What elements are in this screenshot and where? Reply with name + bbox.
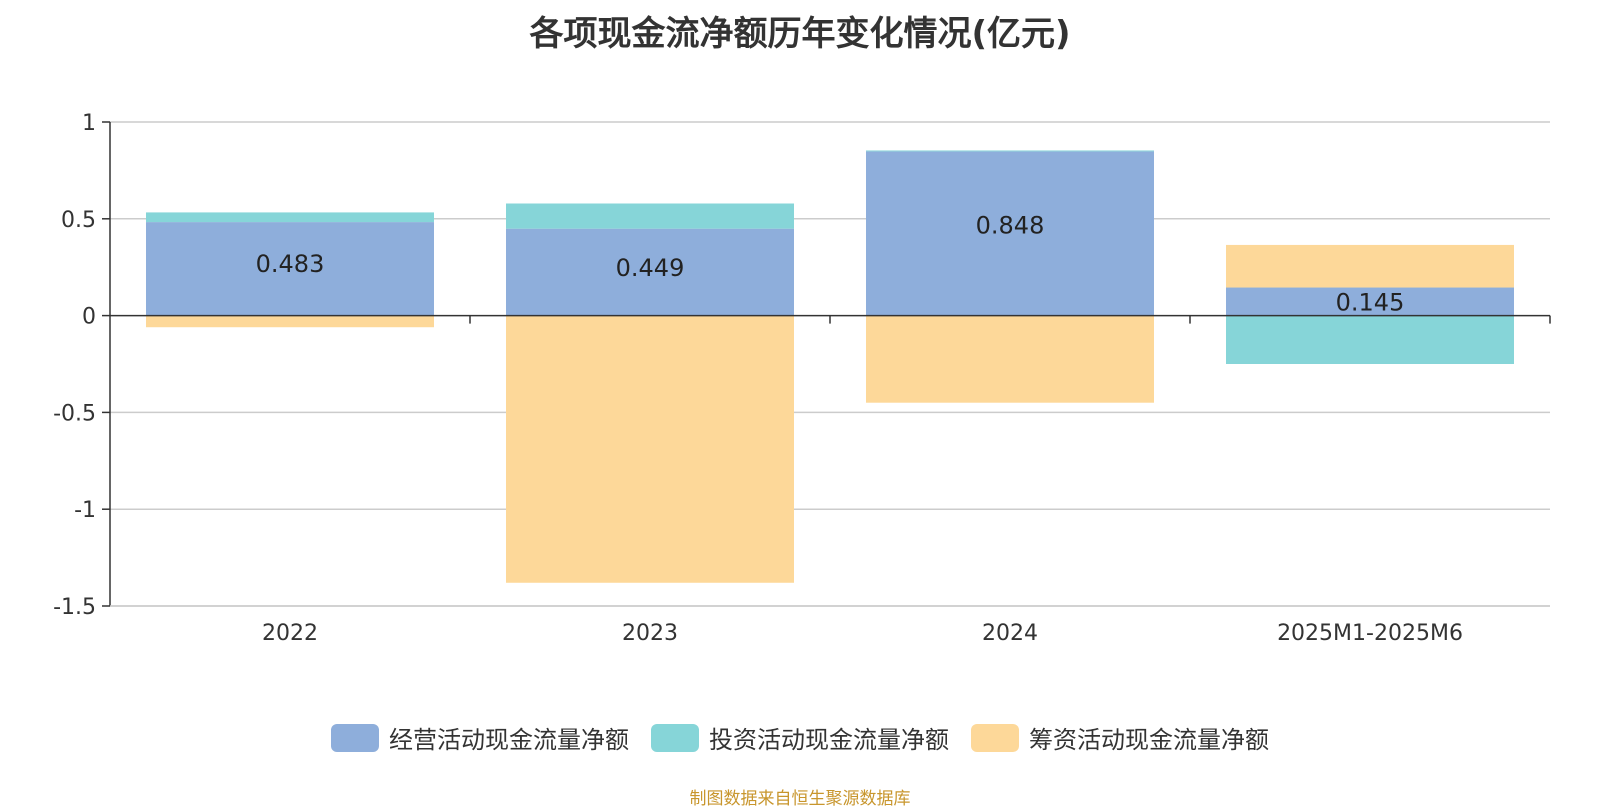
x-tick-label: 2024 — [982, 621, 1038, 646]
bar-operating — [506, 228, 794, 316]
source-note: 制图数据来自恒生聚源数据库 — [689, 789, 911, 809]
bar-investing — [866, 150, 1154, 152]
y-tick-label: -1.5 — [53, 595, 96, 620]
x-tick-label: 2023 — [622, 621, 678, 646]
chart-title: 各项现金流净额历年变化情况(亿元) — [529, 14, 1071, 54]
bar-financing — [506, 315, 794, 583]
data-label: 0.449 — [616, 254, 685, 282]
y-tick-label: -0.5 — [53, 401, 96, 426]
legend-swatch-operating — [331, 723, 379, 752]
bar-financing — [146, 315, 434, 328]
legend-label-financing: 筹资活动现金流量净额 — [1029, 726, 1269, 754]
bar-investing — [506, 203, 794, 229]
y-tick-label: 0 — [82, 305, 96, 330]
x-tick-label: 2022 — [262, 621, 318, 646]
y-tick-label: -1 — [74, 498, 96, 523]
bar-investing — [146, 212, 434, 223]
bar-operating — [146, 222, 434, 316]
legend-item-investing[interactable]: 投资活动现金流量净额 — [651, 720, 949, 755]
legend-label-operating: 经营活动现金流量净额 — [389, 726, 629, 754]
legend-item-operating[interactable]: 经营活动现金流量净额 — [331, 720, 629, 755]
bar-operating — [866, 151, 1154, 316]
y-tick-label: 1 — [82, 111, 96, 136]
bar-financing — [1226, 244, 1514, 288]
y-tick-label: 0.5 — [61, 208, 96, 233]
data-label: 0.483 — [256, 250, 325, 278]
legend-item-financing[interactable]: 筹资活动现金流量净额 — [971, 720, 1269, 755]
data-label: 0.145 — [1336, 289, 1405, 317]
legend-label-investing: 投资活动现金流量净额 — [709, 726, 949, 754]
bar-financing — [866, 315, 1154, 403]
legend-swatch-financing — [971, 723, 1019, 752]
x-tick-label: 2025M1-2025M6 — [1277, 621, 1463, 646]
bar-investing — [1226, 315, 1514, 364]
data-label: 0.848 — [976, 211, 1045, 239]
legend: 经营活动现金流量净额 投资活动现金流量净额 筹资活动现金流量净额 — [0, 720, 1600, 755]
bar-operating — [1226, 287, 1514, 316]
legend-swatch-investing — [651, 723, 699, 752]
